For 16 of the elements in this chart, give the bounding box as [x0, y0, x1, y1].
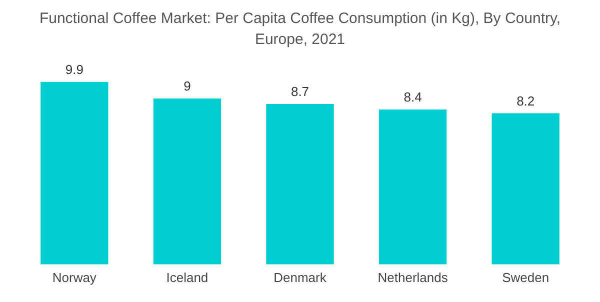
- data-label: 9: [184, 78, 191, 94]
- x-tick-label: Netherlands: [378, 270, 448, 285]
- x-tick-label: Norway: [52, 270, 97, 285]
- x-tick-label: Sweden: [502, 270, 550, 285]
- x-tick-label: Denmark: [274, 270, 327, 285]
- data-label: 9.9: [65, 62, 84, 77]
- bar: [153, 98, 222, 264]
- data-label: 8.7: [290, 84, 310, 100]
- data-label: 8.4: [404, 90, 422, 105]
- bar: [378, 110, 447, 264]
- bar: [40, 82, 108, 264]
- bar: [266, 104, 334, 264]
- data-label: 8.2: [516, 93, 535, 108]
- x-tick-label: Iceland: [166, 270, 208, 285]
- chart-title: Functional Coffee Market: Per Capita Coffee Consumption (in Kg), By Country, Europe, 2021: [38, 9, 562, 50]
- bar: [492, 113, 560, 264]
